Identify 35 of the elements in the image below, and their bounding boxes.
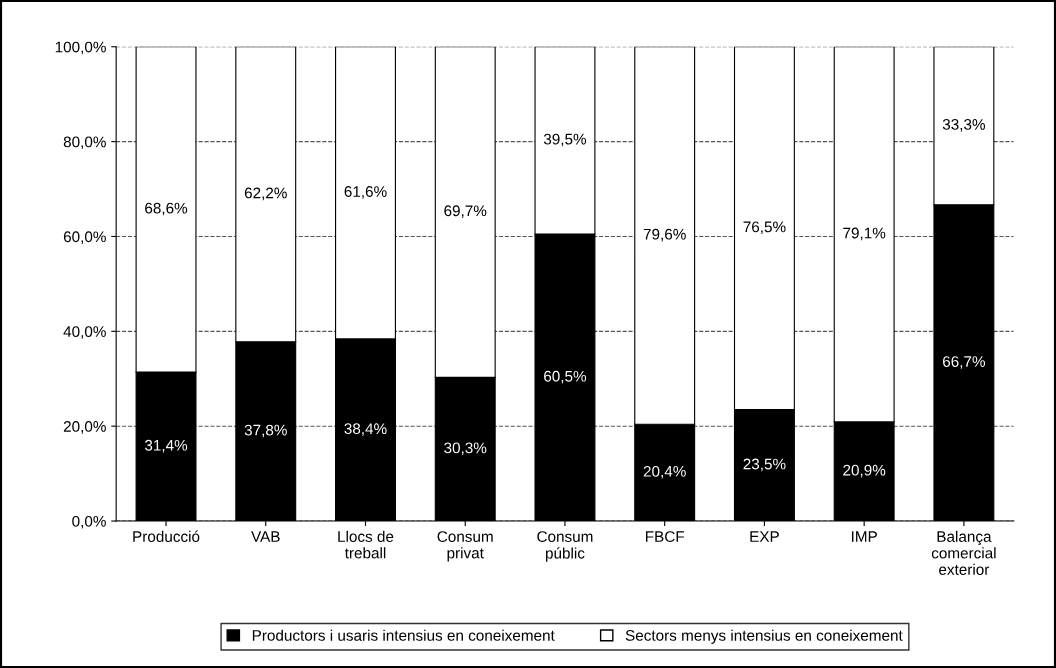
data-label: 69,7% [444, 205, 487, 218]
data-label: 23,5% [743, 458, 786, 472]
data-label: 20,9% [843, 464, 886, 478]
data-label: 33,3% [942, 119, 986, 132]
data-label: 68,6% [145, 202, 188, 216]
data-label: 66,7% [943, 356, 986, 369]
y-tick-label: 20,0% [63, 421, 106, 434]
data-label: 79,6% [643, 228, 686, 242]
legend-label: Productors i usaris intensius en coneixement [252, 629, 555, 641]
x-tick-label: VAB [251, 531, 280, 542]
x-tick-label: Producció [133, 530, 200, 542]
x-tick-label: Balança comercial exterior [931, 530, 996, 575]
x-tick-label: Consum privat [437, 531, 493, 562]
data-label: 37,8% [244, 424, 287, 438]
data-label: 79,1% [843, 227, 886, 241]
data-label: 76,5% [743, 221, 786, 235]
data-label: 20,4% [643, 465, 686, 479]
y-tick-label: 80,0% [63, 136, 106, 150]
data-label: 62,2% [244, 187, 287, 201]
legend-label: Sectors menys intensius en coneixement [625, 629, 903, 644]
y-tick-label: 40,0% [63, 326, 106, 339]
y-tick-label: 0,0% [72, 515, 106, 529]
x-tick-label: Llocs de treball [338, 530, 394, 559]
x-tick-label: Consum públic [537, 531, 593, 562]
y-tick-label: 60,0% [63, 231, 106, 244]
data-label: 61,6% [344, 186, 387, 199]
y-tick-label: 100,0% [55, 41, 106, 55]
data-label: 30,3% [444, 442, 487, 456]
data-label: 38,4% [344, 423, 387, 436]
x-tick-label: FBCF [646, 531, 685, 542]
data-label: 31,4% [144, 439, 188, 453]
data-label: 60,5% [544, 370, 587, 384]
x-tick-label: IMP [851, 531, 877, 542]
x-tick-label: EXP [750, 531, 779, 542]
data-label: 39,5% [543, 133, 587, 147]
